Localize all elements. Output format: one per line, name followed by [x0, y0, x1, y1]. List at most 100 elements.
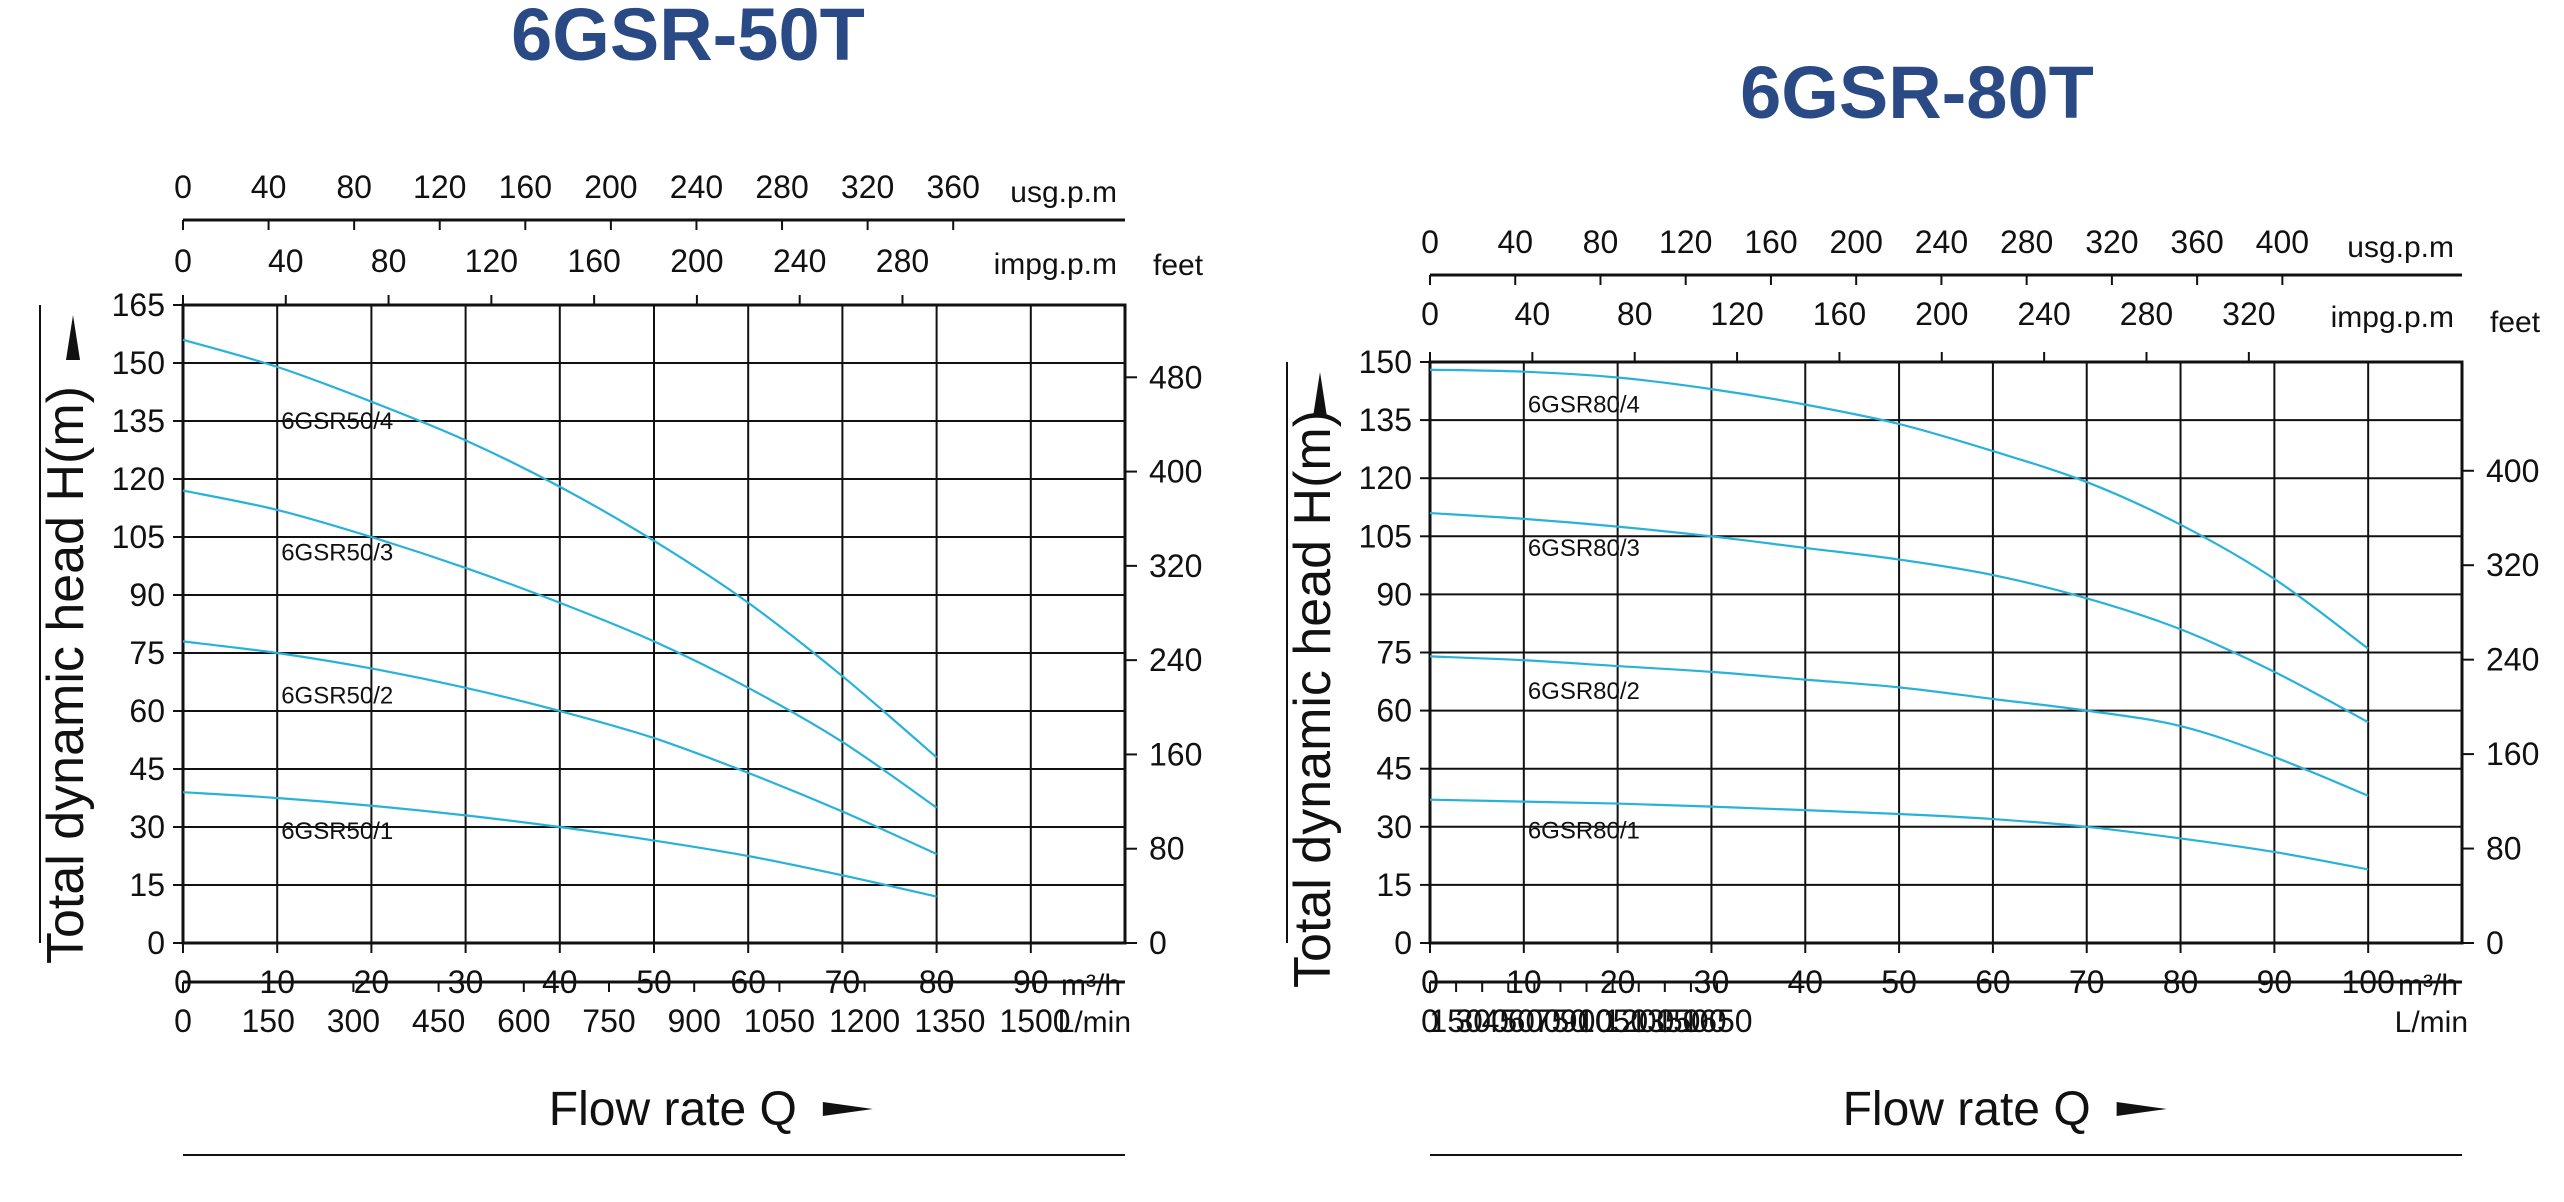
x-axis-label: Flow rate Q — [549, 1083, 797, 1136]
lmin-tick-label: 1200 — [829, 1003, 900, 1039]
impgpm-tick-label: 280 — [876, 243, 929, 279]
y-tick-label: 90 — [129, 577, 165, 613]
x-axis-title: Flow rate Q — [183, 1083, 1125, 1156]
usgpm-tick-label: 200 — [1829, 224, 1882, 260]
impgpm-tick-label: 320 — [2222, 296, 2275, 332]
y-tick-label: 120 — [1359, 460, 1412, 496]
series-label: 6GSR80/4 — [1528, 392, 1640, 419]
lmin-tick-label: 1350 — [914, 1003, 985, 1039]
usgpm-tick-label: 320 — [2085, 224, 2138, 260]
series-curve — [1429, 368, 2369, 650]
usgpm-tick-label: 160 — [1744, 224, 1797, 260]
feet-tick-label: 80 — [2486, 831, 2522, 867]
series-curve — [182, 640, 938, 856]
y-tick-label: 90 — [1376, 576, 1412, 612]
series-label: 6GSR50/2 — [281, 683, 393, 710]
usgpm-tick-label: 360 — [927, 169, 980, 205]
usgpm-axis: 0 40 80 120 160 200 240 280 320 360 usg.p.m — [174, 169, 1125, 230]
impgpm-tick-label: 80 — [371, 243, 407, 279]
lmin-tick-label: 1500 — [999, 1003, 1070, 1039]
y-tick-label: 45 — [129, 751, 165, 787]
chart-6gsr-80t: 6GSR-80T01530456075901051201351500801602… — [1284, 51, 2541, 1156]
usgpm-tick-label: 0 — [174, 169, 192, 205]
lmin-tick-label: 750 — [1534, 1003, 1587, 1039]
y-tick-label: 30 — [1376, 809, 1412, 845]
feet-tick-label: 480 — [1149, 359, 1202, 395]
x-axis-arrow-icon — [822, 1102, 873, 1116]
chart-title: 6GSR-80T — [1740, 51, 2094, 134]
impgpm-axis: 0 40 80 120 160 200 240 280 impg.p.m — [174, 243, 1125, 307]
feet-unit-label: feet — [1153, 249, 1204, 282]
y-tick-label: 30 — [129, 809, 165, 845]
impgpm-tick-label: 240 — [773, 243, 826, 279]
lmin-tick-label: 300 — [327, 1003, 380, 1039]
series-label: 6GSR50/3 — [281, 539, 393, 566]
lmin-tick-label: 900 — [668, 1003, 721, 1039]
impgpm-tick-label: 40 — [1515, 296, 1551, 332]
y-tick-label: 0 — [1394, 925, 1412, 961]
y-axis-arrow-icon — [1313, 372, 1327, 417]
lmin-tick-label: 1350 — [1629, 1003, 1700, 1039]
feet-axis-ticks: 0 80 160 240 320 400 480 — [1125, 359, 1202, 961]
usgpm-tick-label: 280 — [755, 169, 808, 205]
lmin-unit-label: L/min — [2395, 1006, 2468, 1039]
impgpm-tick-label: 80 — [1617, 296, 1653, 332]
series-curve — [182, 489, 938, 809]
y-tick-label: 60 — [129, 693, 165, 729]
series-label: 6GSR50/1 — [281, 818, 393, 845]
usgpm-axis: 0 40 80 120 160 200 240 280 320 360 400 usg.p.m — [1421, 224, 2462, 285]
grid — [183, 305, 1125, 943]
y-axis-ticks: 0 15 30 45 60 75 90 105 120 135 150 — [1359, 344, 1430, 961]
series-curve — [182, 791, 937, 898]
impgpm-tick-label: 0 — [1421, 296, 1439, 332]
feet-tick-label: 400 — [1149, 454, 1202, 490]
series-label: 6GSR80/1 — [1528, 818, 1640, 845]
impgpm-tick-label: 0 — [174, 243, 192, 279]
y-tick-label: 75 — [129, 635, 165, 671]
x-unit-label: m³/h — [2398, 969, 2458, 1002]
chart-title: 6GSR-50T — [511, 0, 865, 76]
usgpm-tick-label: 40 — [1497, 224, 1533, 260]
lmin-tick-label: 0 — [1421, 1003, 1439, 1039]
feet-tick-label: 400 — [2486, 453, 2539, 489]
impgpm-tick-label: 40 — [268, 243, 304, 279]
x-axis-title: Flow rate Q — [1430, 1083, 2462, 1156]
lmin-tick-label: 600 — [497, 1003, 550, 1039]
usgpm-tick-label: 120 — [1659, 224, 1712, 260]
feet-tick-label: 320 — [1149, 548, 1202, 584]
usgpm-unit-label: usg.p.m — [2347, 231, 2454, 264]
feet-tick-label: 160 — [2486, 736, 2539, 772]
series-curve — [1429, 798, 2369, 871]
feet-tick-label: 160 — [1149, 736, 1202, 772]
y-tick-label: 150 — [112, 345, 165, 381]
y-tick-label: 105 — [1359, 518, 1412, 554]
usgpm-tick-label: 80 — [336, 169, 372, 205]
usgpm-tick-label: 280 — [2000, 224, 2053, 260]
usgpm-tick-label: 320 — [841, 169, 894, 205]
feet-tick-label: 80 — [1149, 831, 1185, 867]
y-tick-label: 45 — [1376, 751, 1412, 787]
y-tick-label: 120 — [112, 461, 165, 497]
usgpm-unit-label: usg.p.m — [1010, 176, 1117, 209]
lmin-unit-label: L/min — [1058, 1006, 1131, 1039]
y-tick-label: 0 — [147, 925, 165, 961]
x-unit-label: m³/h — [1061, 969, 1121, 1002]
series-curve — [1429, 511, 2369, 724]
y-axis-ticks: 0 15 30 45 60 75 90 105 120 135 150 165 — [112, 287, 183, 961]
feet-unit-label: feet — [2490, 306, 2541, 339]
feet-tick-label: 240 — [2486, 642, 2539, 678]
series-label: 6GSR80/3 — [1528, 535, 1640, 562]
y-axis-arrow-icon — [66, 315, 80, 360]
x-axis-label: Flow rate Q — [1843, 1083, 2091, 1136]
usgpm-tick-label: 400 — [2256, 224, 2309, 260]
lmin-tick-label: 1050 — [744, 1003, 815, 1039]
y-axis-label: Total dynamic head H(m) — [1284, 410, 1342, 988]
impgpm-unit-label: impg.p.m — [994, 248, 1117, 281]
usgpm-tick-label: 40 — [251, 169, 287, 205]
series-label: 6GSR50/4 — [281, 408, 393, 435]
y-tick-label: 15 — [1376, 867, 1412, 903]
lmin-tick-label: 0 — [174, 1003, 192, 1039]
impgpm-tick-label: 160 — [1813, 296, 1866, 332]
